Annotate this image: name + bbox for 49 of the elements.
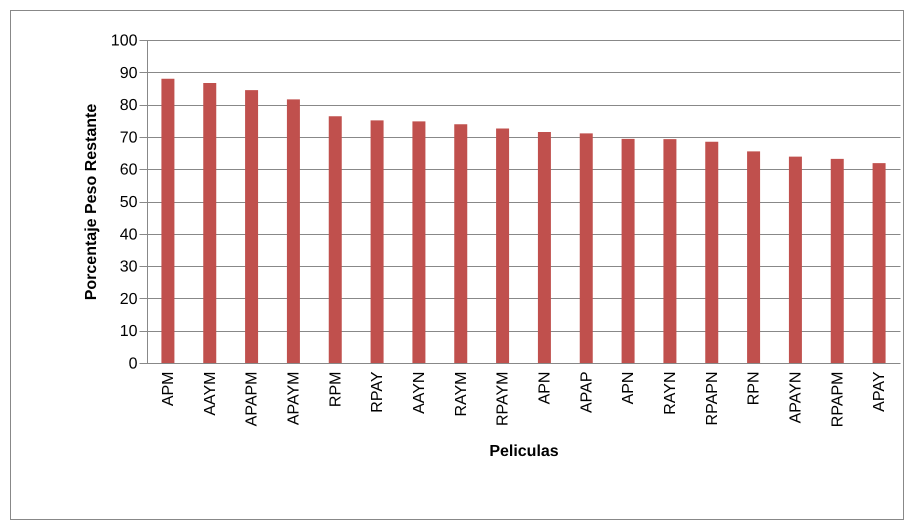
bar [747, 151, 760, 363]
bar [454, 124, 468, 363]
x-axis-title: Peliculas [489, 443, 559, 460]
x-tick-label: APAYN [787, 372, 804, 424]
y-tick-label: 90 [120, 64, 138, 82]
x-tick-label: RPAYM [494, 372, 512, 426]
x-tick-label: APM [160, 372, 177, 406]
y-tick-label: 30 [120, 258, 138, 276]
y-tick-label: 70 [120, 129, 138, 146]
y-tick-label: 20 [120, 290, 138, 308]
x-tick-label: RPAPM [829, 372, 846, 428]
x-tick-label: RPM [327, 372, 344, 408]
bar [203, 82, 216, 363]
bar [663, 139, 676, 363]
bar [622, 138, 635, 363]
x-tick-label: RPAPN [704, 372, 721, 426]
y-axis-title: Porcentaje Peso Restante [82, 104, 100, 300]
bar [328, 116, 342, 363]
x-tick-label: RAYN [662, 372, 679, 415]
bar [580, 133, 593, 363]
x-tick-label: RAYM [452, 372, 470, 417]
x-tick-label: AAYM [202, 372, 219, 416]
bar [872, 163, 886, 363]
bar [788, 156, 802, 363]
bar [538, 132, 551, 363]
x-tick-label: APAP [578, 372, 596, 413]
bar [370, 120, 384, 363]
y-tick-label: 100 [110, 32, 138, 50]
y-tick-label: 0 [128, 356, 138, 372]
bar [412, 121, 426, 363]
x-tick-label: APAY [871, 371, 888, 412]
y-tick-label: 80 [120, 97, 138, 114]
bar [830, 158, 844, 363]
bar [705, 142, 718, 363]
x-tick-label: APN [536, 372, 554, 404]
bar [286, 99, 300, 363]
y-tick-label: 10 [120, 323, 138, 340]
x-tick-label: RPN [746, 372, 763, 406]
x-tick-label: APN [620, 372, 638, 404]
x-tick-label: RPAY [369, 371, 386, 413]
y-tick-label: 60 [120, 162, 138, 179]
x-tick-label: APAPM [244, 372, 261, 426]
y-tick-label: 40 [120, 226, 138, 244]
bar [161, 78, 174, 363]
bar [245, 90, 258, 363]
x-tick-label: AAYN [410, 372, 428, 414]
y-tick-label: 50 [120, 194, 138, 211]
bar [496, 128, 510, 363]
x-tick-label: APAYM [285, 372, 302, 426]
